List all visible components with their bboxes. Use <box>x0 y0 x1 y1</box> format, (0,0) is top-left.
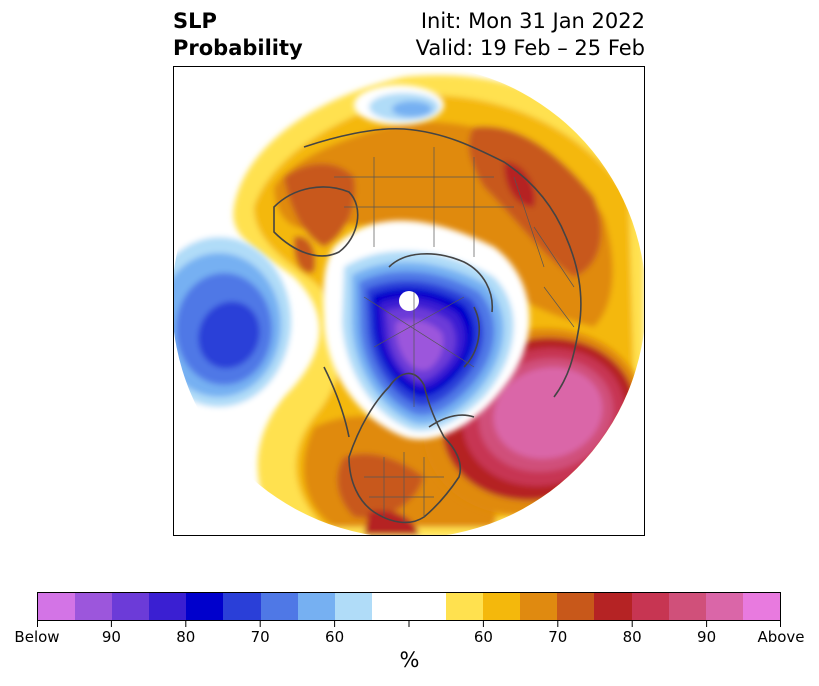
pacific-below-normal-region <box>174 225 291 417</box>
colorbar-labels: Below 90 80 70 60 60 70 80 90 Above <box>0 628 819 648</box>
init-date: Init: Mon 31 Jan 2022 <box>420 9 645 33</box>
colorbar-segment <box>186 593 224 620</box>
arctic-below-normal-region <box>323 220 530 440</box>
colorbar-segment <box>260 593 298 620</box>
map-disc <box>174 67 644 535</box>
colorbar-ticks <box>37 621 781 627</box>
colorbar-tick-label: 80 <box>176 628 196 646</box>
colorbar-tick-label: 80 <box>622 628 642 646</box>
colorbar-tick-label: 60 <box>473 628 493 646</box>
title-line-2: Probability <box>173 36 303 60</box>
colorbar-unit: % <box>399 648 420 672</box>
colorbar-segment <box>520 593 558 620</box>
colorbar-tick-label: 90 <box>101 628 121 646</box>
colorbar-segment <box>483 593 521 620</box>
title-line-1: SLP <box>173 9 217 33</box>
polar-map <box>173 66 645 536</box>
top-below-normal-patch <box>354 85 444 125</box>
colorbar-segment <box>112 593 150 620</box>
colorbar-segment <box>705 593 743 620</box>
colorbar-segment <box>149 593 187 620</box>
colorbar-tick-label: 70 <box>250 628 270 646</box>
colorbar-segment <box>594 593 632 620</box>
colorbar-segment <box>371 593 409 620</box>
colorbar-segment <box>334 593 372 620</box>
colorbar-tick-label: Above <box>757 628 805 646</box>
colorbar-segment <box>75 593 113 620</box>
valid-date: Valid: 19 Feb – 25 Feb <box>415 36 645 60</box>
colorbar-tick-label: 70 <box>548 628 568 646</box>
colorbar-segment <box>38 593 76 620</box>
colorbar-segment <box>631 593 669 620</box>
pole-marker <box>399 291 419 311</box>
probability-colorbar <box>37 592 781 621</box>
colorbar-tick-label: Below <box>14 628 60 646</box>
colorbar-segment <box>446 593 484 620</box>
coastlines <box>273 127 582 524</box>
colorbar-tick-label: 90 <box>697 628 717 646</box>
map-title: SLP Probability <box>173 8 303 62</box>
colorbar-segment <box>408 593 447 620</box>
colorbar-segment <box>668 593 706 620</box>
country-borders <box>334 147 575 522</box>
colorbar-segment <box>742 593 780 620</box>
colorbar-segment <box>557 593 595 620</box>
colorbar-tick-label: 60 <box>325 628 345 646</box>
colorbar-segment <box>223 593 261 620</box>
probability-map-svg <box>174 67 644 535</box>
colorbar-segment <box>297 593 335 620</box>
forecast-dates: Init: Mon 31 Jan 2022 Valid: 19 Feb – 25… <box>416 8 645 62</box>
